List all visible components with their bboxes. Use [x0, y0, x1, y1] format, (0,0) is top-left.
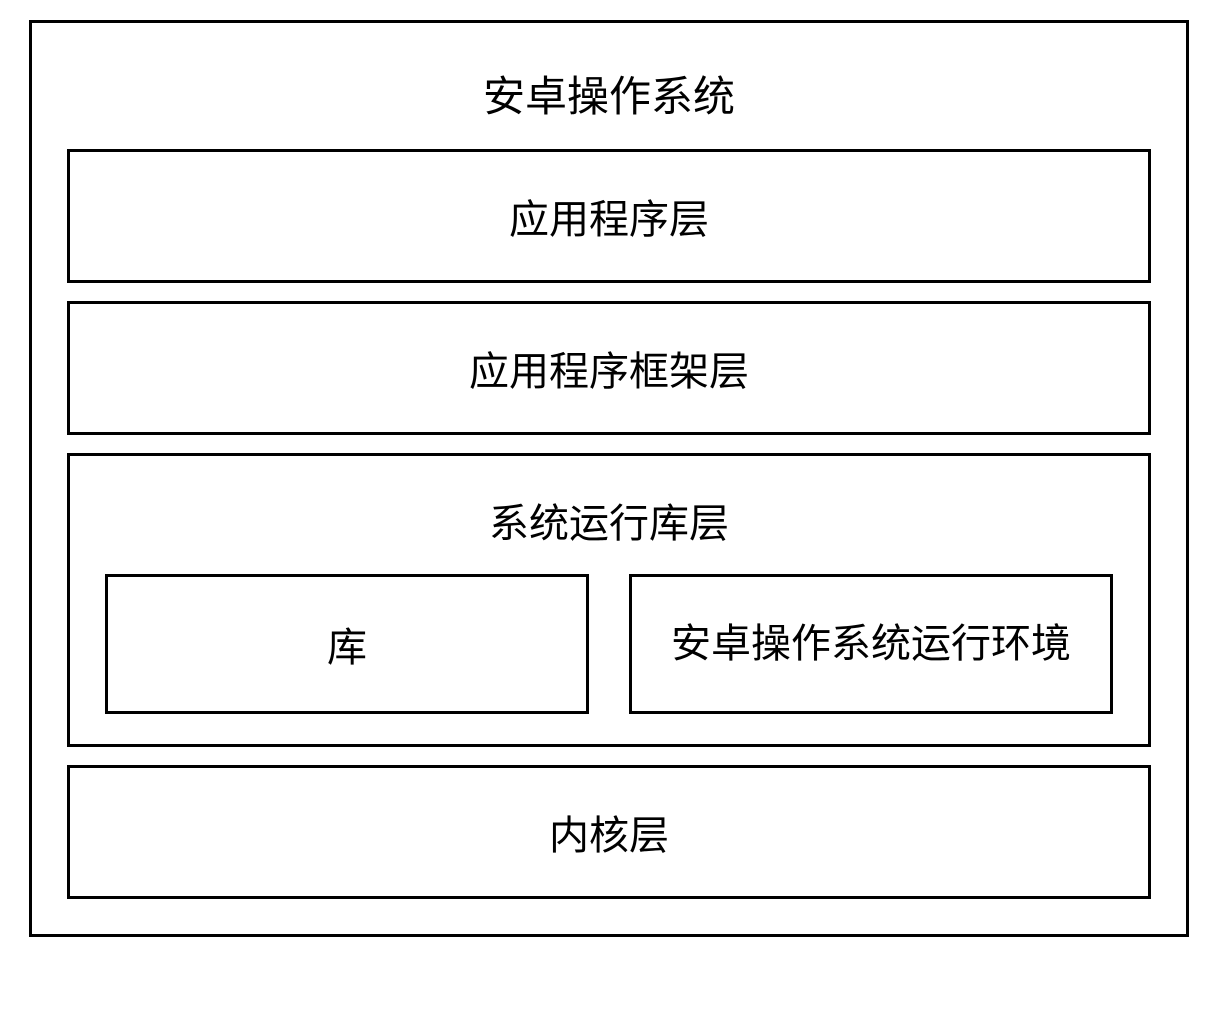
- system-runtime-layer: 系统运行库层 库 安卓操作系统运行环境: [67, 453, 1151, 747]
- android-runtime-box: 安卓操作系统运行环境: [629, 574, 1113, 714]
- diagram-title: 安卓操作系统: [67, 43, 1151, 149]
- application-layer: 应用程序层: [67, 149, 1151, 283]
- system-runtime-title: 系统运行库层: [105, 481, 1113, 574]
- android-architecture-diagram: 安卓操作系统 应用程序层 应用程序框架层 系统运行库层 库 安卓操作系统运行环境…: [29, 20, 1189, 937]
- runtime-sub-row: 库 安卓操作系统运行环境: [105, 574, 1113, 714]
- libraries-box: 库: [105, 574, 589, 714]
- application-framework-layer: 应用程序框架层: [67, 301, 1151, 435]
- kernel-layer: 内核层: [67, 765, 1151, 899]
